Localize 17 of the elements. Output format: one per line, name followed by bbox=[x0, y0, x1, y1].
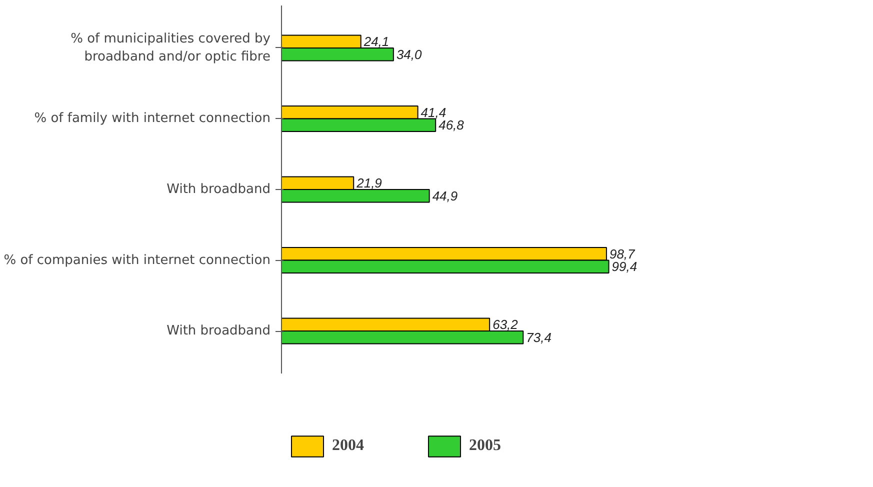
y-tick-label: % of municipalities covered by broadband and/or optic fibre bbox=[70, 31, 271, 64]
data-label: 24,1 bbox=[362, 34, 390, 50]
data-label: 21,9 bbox=[356, 176, 382, 191]
data-label: 46,8 bbox=[438, 118, 465, 133]
legend-label: 2005 bbox=[469, 437, 501, 455]
data-label: 41,4 bbox=[420, 104, 446, 120]
data-label: 98,7 bbox=[609, 246, 636, 262]
legend-label: 2004 bbox=[332, 437, 364, 455]
y-tick-label: With broadband bbox=[166, 324, 270, 339]
y-tick-label: With broadband bbox=[166, 182, 270, 197]
data-label: 73,4 bbox=[526, 330, 552, 345]
y-tick-label: % of companies with internet connection bbox=[4, 252, 271, 268]
y-tick-label: % of family with internet connection bbox=[34, 111, 271, 126]
data-label: 34,0 bbox=[396, 46, 423, 62]
data-label: 44,9 bbox=[432, 188, 458, 204]
data-label: 63,2 bbox=[492, 317, 519, 332]
data-label: 99,4 bbox=[612, 259, 638, 274]
